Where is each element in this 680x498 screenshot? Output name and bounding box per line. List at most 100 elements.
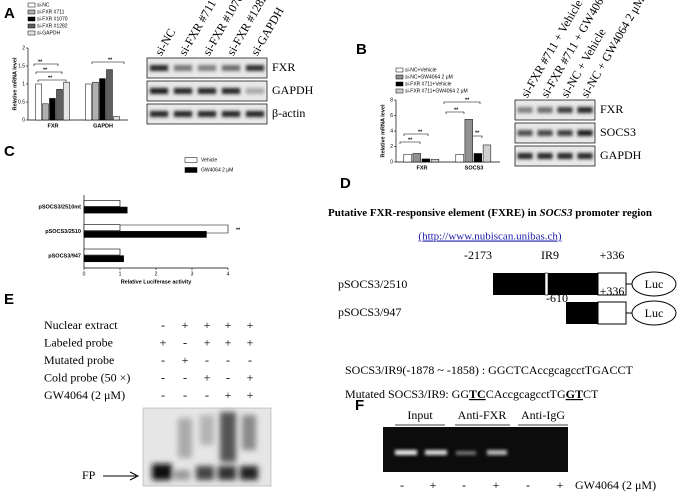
annotation: ** — [43, 67, 48, 73]
seq-part: CT — [583, 387, 599, 401]
construct-end: +336 — [600, 248, 625, 262]
sign: + — [247, 318, 254, 332]
seq-part: GT — [566, 387, 583, 401]
legend-swatch — [27, 30, 36, 36]
blot-b — [514, 99, 596, 167]
construct-end: +336 — [600, 284, 625, 298]
legend-label: si-FXR #711+Vehicle — [405, 81, 452, 87]
bar — [83, 224, 121, 232]
row-label: β-actin — [272, 106, 305, 120]
bar — [455, 154, 464, 163]
annotation: ** — [38, 59, 43, 65]
band — [557, 130, 573, 136]
row-label: GAPDH — [272, 83, 314, 97]
band — [149, 111, 169, 117]
construct-start: -2173 — [464, 248, 492, 262]
band — [517, 153, 533, 159]
legend-label: si-FXR #711 — [37, 9, 65, 15]
x-tick-label: FXR — [48, 123, 59, 129]
legend-swatch — [184, 167, 198, 173]
bar — [83, 248, 121, 256]
condition-label: Nuclear extract — [44, 318, 118, 332]
title-part: SOCS3 — [540, 207, 574, 219]
construct-name: pSOCS3/2510 — [338, 277, 407, 291]
row-label: FXR — [272, 60, 295, 74]
panel-label: C — [4, 143, 15, 160]
band — [221, 88, 241, 94]
y-tick-label: 1.5 — [18, 63, 25, 69]
panel-label: A — [4, 5, 15, 22]
band — [245, 111, 265, 117]
sign: - — [183, 388, 187, 402]
annotation: ** — [418, 129, 423, 135]
band — [517, 130, 533, 136]
title-part: Putative FXR-responsive element (FXRE) i… — [328, 207, 540, 219]
sign: + — [182, 318, 189, 332]
bar — [412, 153, 421, 163]
y-tick-label: 8 — [390, 97, 393, 103]
lane-label: si-NC — [152, 26, 178, 58]
bar — [83, 200, 121, 207]
construct-2: pSOCS3/947 -610 +336 Luc — [338, 284, 677, 326]
y-tick-label: 2 — [22, 45, 25, 51]
sign: + — [204, 318, 211, 332]
y-tick-label: 1 — [22, 81, 25, 87]
legend-swatch — [395, 74, 404, 80]
legend-label: si-NC — [37, 2, 50, 8]
band — [149, 88, 169, 94]
bar — [113, 116, 120, 121]
y-tick-label: 0 — [390, 159, 393, 165]
construct-start: -610 — [546, 291, 568, 305]
sign: - — [161, 353, 165, 367]
condition-label: GW4064 (2 μM) — [44, 388, 125, 402]
panel-label: D — [340, 175, 351, 192]
y-tick-label: 0 — [22, 117, 25, 123]
sign: - — [205, 353, 209, 367]
sign: + — [160, 335, 167, 349]
row-label: SOCS3 — [600, 125, 636, 139]
x-tick-label: 0 — [83, 271, 86, 277]
bar — [56, 89, 63, 121]
legend-swatch — [184, 157, 198, 163]
panel-label: E — [4, 291, 14, 308]
treatment-label: GW4064 (2 μM) — [575, 478, 656, 492]
seq-part: TC — [469, 387, 486, 401]
band — [197, 88, 217, 94]
bar — [106, 69, 113, 121]
group-label: Input — [407, 408, 433, 422]
band — [197, 111, 217, 117]
chip-gel — [383, 427, 568, 472]
sign: - — [248, 353, 252, 367]
legend-label: Vehicle — [201, 157, 217, 163]
x-tick-label: 2 — [155, 271, 158, 277]
bar — [421, 158, 430, 163]
sign: + — [225, 318, 232, 332]
sequence: SOCS3/IR9(-1878 ~ -1858) : GGCTCAccgcagc… — [345, 363, 633, 377]
sign: + — [557, 478, 564, 492]
x-tick-label: SOCS3 — [465, 165, 484, 171]
legend-label: si-FXR #1282 — [37, 23, 68, 29]
legend-label: si-FXR #1070 — [37, 16, 68, 22]
sign: + — [493, 478, 500, 492]
sign: - — [226, 370, 230, 384]
fp-label: FP — [82, 468, 96, 482]
bar — [473, 153, 482, 163]
legend-swatch — [27, 9, 36, 15]
sign: - — [462, 478, 466, 492]
annotation: ** — [475, 130, 480, 136]
reporter: Luc — [645, 277, 664, 291]
link[interactable]: (http://www.nubiscan.unibas.ch) — [418, 231, 562, 243]
y-axis-label: Relative mRNA level — [380, 104, 386, 157]
chip-labels: Input Anti-FXR Anti-IgG - + - + - + GW4064 (2 μM) — [400, 408, 656, 492]
legend-swatch — [27, 2, 36, 8]
band — [221, 65, 241, 71]
bar — [49, 98, 56, 121]
band — [245, 88, 265, 94]
band — [577, 130, 593, 136]
x-tick-label: FXR — [417, 165, 428, 171]
bar — [92, 81, 99, 121]
sign: + — [204, 335, 211, 349]
band — [537, 107, 553, 113]
band — [197, 65, 217, 71]
